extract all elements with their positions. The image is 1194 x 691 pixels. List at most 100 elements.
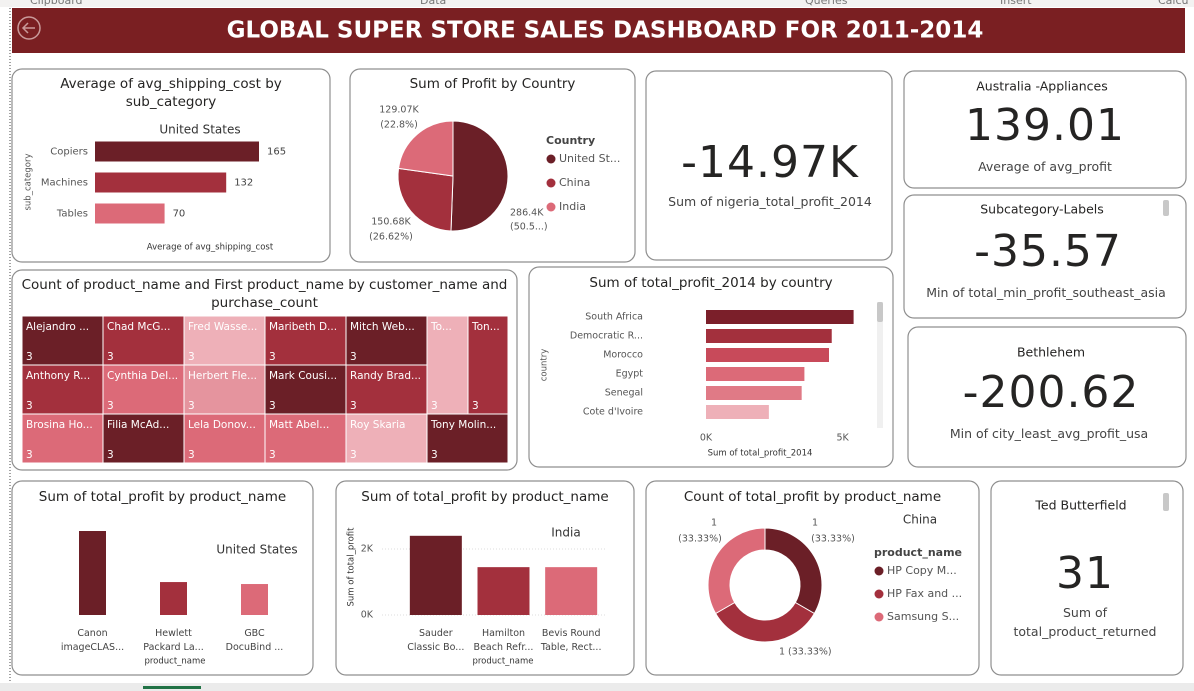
- cell-value: 3: [188, 351, 195, 363]
- cell-label: Ton...: [471, 321, 500, 333]
- cell-label: Anthony R...: [26, 370, 90, 382]
- chart-subtitle: United States: [216, 543, 297, 557]
- bottom-bar: [0, 683, 1194, 691]
- category-label: Hewlett Packard La...: [143, 628, 203, 653]
- ribbon-label: Calcu: [1158, 0, 1189, 7]
- cell-label: Lela Donov...: [188, 419, 256, 431]
- card-label: Average of avg_profit: [978, 159, 1112, 174]
- category-label: Egypt: [616, 369, 644, 380]
- y-tick-label: 0K: [361, 610, 374, 621]
- visual-panel: [903, 194, 1187, 319]
- bar: [706, 310, 854, 324]
- slice: [397, 120, 454, 177]
- treemap-cell: [21, 364, 104, 415]
- data-label: 129.07K: [379, 105, 419, 116]
- treemap-cell: [264, 315, 347, 366]
- data-label: 1: [779, 647, 785, 658]
- slice: [450, 120, 509, 232]
- cell-label: Chad McG...: [107, 321, 170, 333]
- bar: [545, 567, 598, 615]
- cell-label: Randy Brad...: [350, 370, 421, 382]
- x-axis-title: product_name: [472, 657, 533, 667]
- bar: [95, 172, 227, 193]
- bar: [95, 141, 259, 162]
- chart-title: Count of product_name and First product_…: [21, 277, 508, 311]
- legend-marker: [874, 589, 884, 599]
- percent-label: (22.8%): [380, 120, 418, 131]
- category-label: Cote d'Ivoire: [583, 407, 643, 418]
- scroll-track: [877, 302, 883, 428]
- chart-title: Sum of total_profit by product_name: [361, 489, 609, 505]
- bar: [706, 367, 805, 381]
- category-label: Canon imageCLAS...: [61, 628, 124, 653]
- cell-label: Mitch Web...: [350, 321, 415, 333]
- visual-panel: [903, 70, 1187, 189]
- legend-label: United St...: [559, 152, 620, 165]
- bar: [160, 582, 187, 615]
- bar: [706, 405, 769, 419]
- cell-value: 3: [431, 449, 438, 461]
- cell-value: 3: [269, 400, 276, 412]
- slice: [707, 527, 766, 615]
- category-label: Democratic R...: [570, 331, 643, 342]
- data-label: 132: [234, 178, 253, 189]
- percent-label: (33.33%): [678, 534, 722, 545]
- bar: [409, 535, 462, 615]
- category-label: GBC DocuBind ...: [226, 628, 284, 653]
- cell-value: 3: [26, 351, 33, 363]
- cell-value: 3: [431, 400, 438, 412]
- category-label: Bevis Round Table, Rect...: [540, 628, 602, 653]
- cell-value: 3: [26, 400, 33, 412]
- scroll-thumb: [1163, 200, 1169, 216]
- treemap-cell: [183, 315, 266, 366]
- chart-title: Sum of Profit by Country: [409, 76, 576, 92]
- slice: [397, 167, 454, 232]
- visual-panel: [990, 480, 1184, 676]
- legend-label: Samsung S...: [887, 610, 959, 623]
- category-label: Senegal: [605, 388, 643, 399]
- cell-value: 3: [107, 449, 114, 461]
- treemap-cell: [345, 413, 428, 464]
- bar: [241, 584, 268, 615]
- percent-label: (33.33%): [811, 534, 855, 545]
- ribbon-label: Clipboard: [30, 0, 83, 7]
- card-value: -14.97K: [681, 137, 859, 188]
- cell-value: 3: [107, 351, 114, 363]
- treemap-cell: [183, 364, 266, 415]
- treemap-cell: [426, 315, 469, 415]
- cell-value: 3: [188, 400, 195, 412]
- ribbon-strip: [0, 0, 1194, 7]
- data-label: 1: [812, 518, 818, 529]
- legend-title: product_name: [874, 546, 962, 559]
- card-label: Min of total_min_profit_southeast_asia: [926, 285, 1166, 300]
- cell-label: Roy Skaria: [350, 419, 405, 431]
- card-value: 139.01: [965, 100, 1125, 151]
- x-axis-title: Sum of total_profit_2014: [708, 449, 813, 459]
- category-label: Morocco: [603, 350, 643, 361]
- chart-title: Sum of total_profit_2014 by country: [589, 275, 833, 291]
- cell-label: Fred Wasse...: [188, 321, 257, 333]
- back-button[interactable]: [17, 16, 41, 40]
- bar: [95, 203, 165, 224]
- card-label: Sum of total_product_returned: [1013, 605, 1157, 639]
- cell-label: Filia McAd...: [107, 419, 169, 431]
- bar: [79, 531, 106, 615]
- x-tick-label: 0K: [700, 433, 713, 444]
- card-label: Sum of nigeria_total_profit_2014: [668, 194, 872, 209]
- page-tab[interactable]: [143, 686, 201, 689]
- bar: [706, 329, 832, 343]
- percent-label: (26.62%): [369, 232, 413, 243]
- chart-title: Sum of total_profit by product_name: [38, 489, 287, 505]
- treemap-cell: [102, 413, 185, 464]
- card-heading: Ted Butterfield: [1034, 498, 1126, 513]
- y-axis-title: country: [540, 349, 550, 382]
- card-heading: Bethlehem: [1017, 345, 1085, 360]
- chart-title: Count of total_profit by product_name: [683, 489, 942, 505]
- cell-label: Matt Abel...: [269, 419, 329, 431]
- cell-label: Tony Molin...: [430, 419, 496, 431]
- cell-value: 3: [107, 400, 114, 412]
- data-label: 165: [267, 147, 286, 158]
- header-band: [12, 8, 1185, 53]
- card-value: 31: [1056, 548, 1114, 599]
- chart-subtitle: China: [903, 513, 937, 527]
